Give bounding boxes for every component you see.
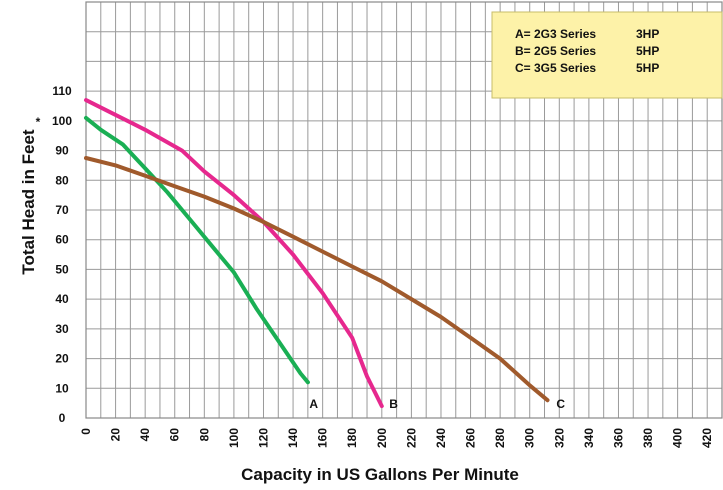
x-tick-label: 180	[345, 428, 359, 448]
legend: A= 2G3 Series 3HP B= 2G5 Series 5HP C= 3G5 S…	[515, 27, 659, 75]
legend-entry-hp: 5HP	[636, 44, 659, 58]
legend-box	[491, 11, 723, 99]
x-tick-label: 400	[671, 428, 685, 448]
legend-entry-label: C= 3G5 Series	[515, 61, 596, 75]
y-tick-label: 70	[55, 203, 69, 217]
y-tick-label: 0	[59, 411, 66, 425]
x-tick-label: 420	[700, 428, 714, 448]
series-lines	[84, 98, 550, 409]
x-tick-label: 220	[404, 428, 418, 448]
y-tick-label: 100	[52, 114, 72, 128]
y-tick-label: 10	[55, 381, 69, 395]
x-tick-label: 20	[109, 428, 123, 442]
x-tick-label: 140	[286, 428, 300, 448]
legend-entry-hp: 5HP	[636, 61, 659, 75]
curve-label-c: C	[556, 397, 565, 411]
x-tick-label: 0	[79, 428, 93, 435]
x-tick-label: 60	[168, 428, 182, 442]
x-tick-label: 200	[375, 428, 389, 448]
x-tick-label: 360	[612, 428, 626, 448]
curve-labels: A B C	[309, 397, 565, 411]
y-axis-ticks: 0 10 20 30 40 50 60 70 80 90 100 110	[52, 84, 72, 425]
x-tick-label: 40	[138, 428, 152, 442]
x-tick-label: 120	[257, 428, 271, 448]
x-tick-label: 100	[227, 428, 241, 448]
curve-label-a: A	[309, 397, 318, 411]
x-tick-label: 160	[316, 428, 330, 448]
series-line-b	[84, 98, 384, 409]
y-tick-label: 90	[55, 144, 69, 158]
x-tick-label: 260	[464, 428, 478, 448]
x-tick-label: 340	[582, 428, 596, 448]
legend-entry-label: A= 2G3 Series	[515, 27, 596, 41]
y-tick-label: 40	[55, 292, 69, 306]
y-tick-label: 50	[55, 262, 69, 276]
y-axis-label: Total Head in Feet	[19, 129, 38, 274]
y-tick-label: 80	[55, 173, 69, 187]
legend-entry-hp: 3HP	[636, 27, 659, 41]
legend-entry-label: B= 2G5 Series	[515, 44, 596, 58]
x-tick-label: 300	[523, 428, 537, 448]
chart-grid	[85, 1, 723, 419]
x-tick-label: 280	[493, 428, 507, 448]
y-tick-label: 110	[52, 84, 72, 98]
x-axis-ticks: 0 20 40 60 80 100 120 140 160 180 200 220 240 260 280 3…	[79, 428, 714, 448]
x-tick-label: 80	[197, 428, 211, 442]
y-tick-label: 60	[55, 233, 69, 247]
series-line-a	[84, 115, 310, 385]
x-tick-label: 320	[552, 428, 566, 448]
curve-label-b: B	[389, 397, 398, 411]
y-axis-asterisk: *	[36, 115, 41, 129]
series-line-c	[84, 156, 550, 403]
y-tick-label: 30	[55, 322, 69, 336]
y-tick-label: 20	[55, 352, 69, 366]
plot-frame	[85, 1, 723, 419]
x-axis-label: Capacity in US Gallons Per Minute	[241, 465, 519, 484]
x-tick-label: 380	[641, 428, 655, 448]
x-tick-label: 240	[434, 428, 448, 448]
